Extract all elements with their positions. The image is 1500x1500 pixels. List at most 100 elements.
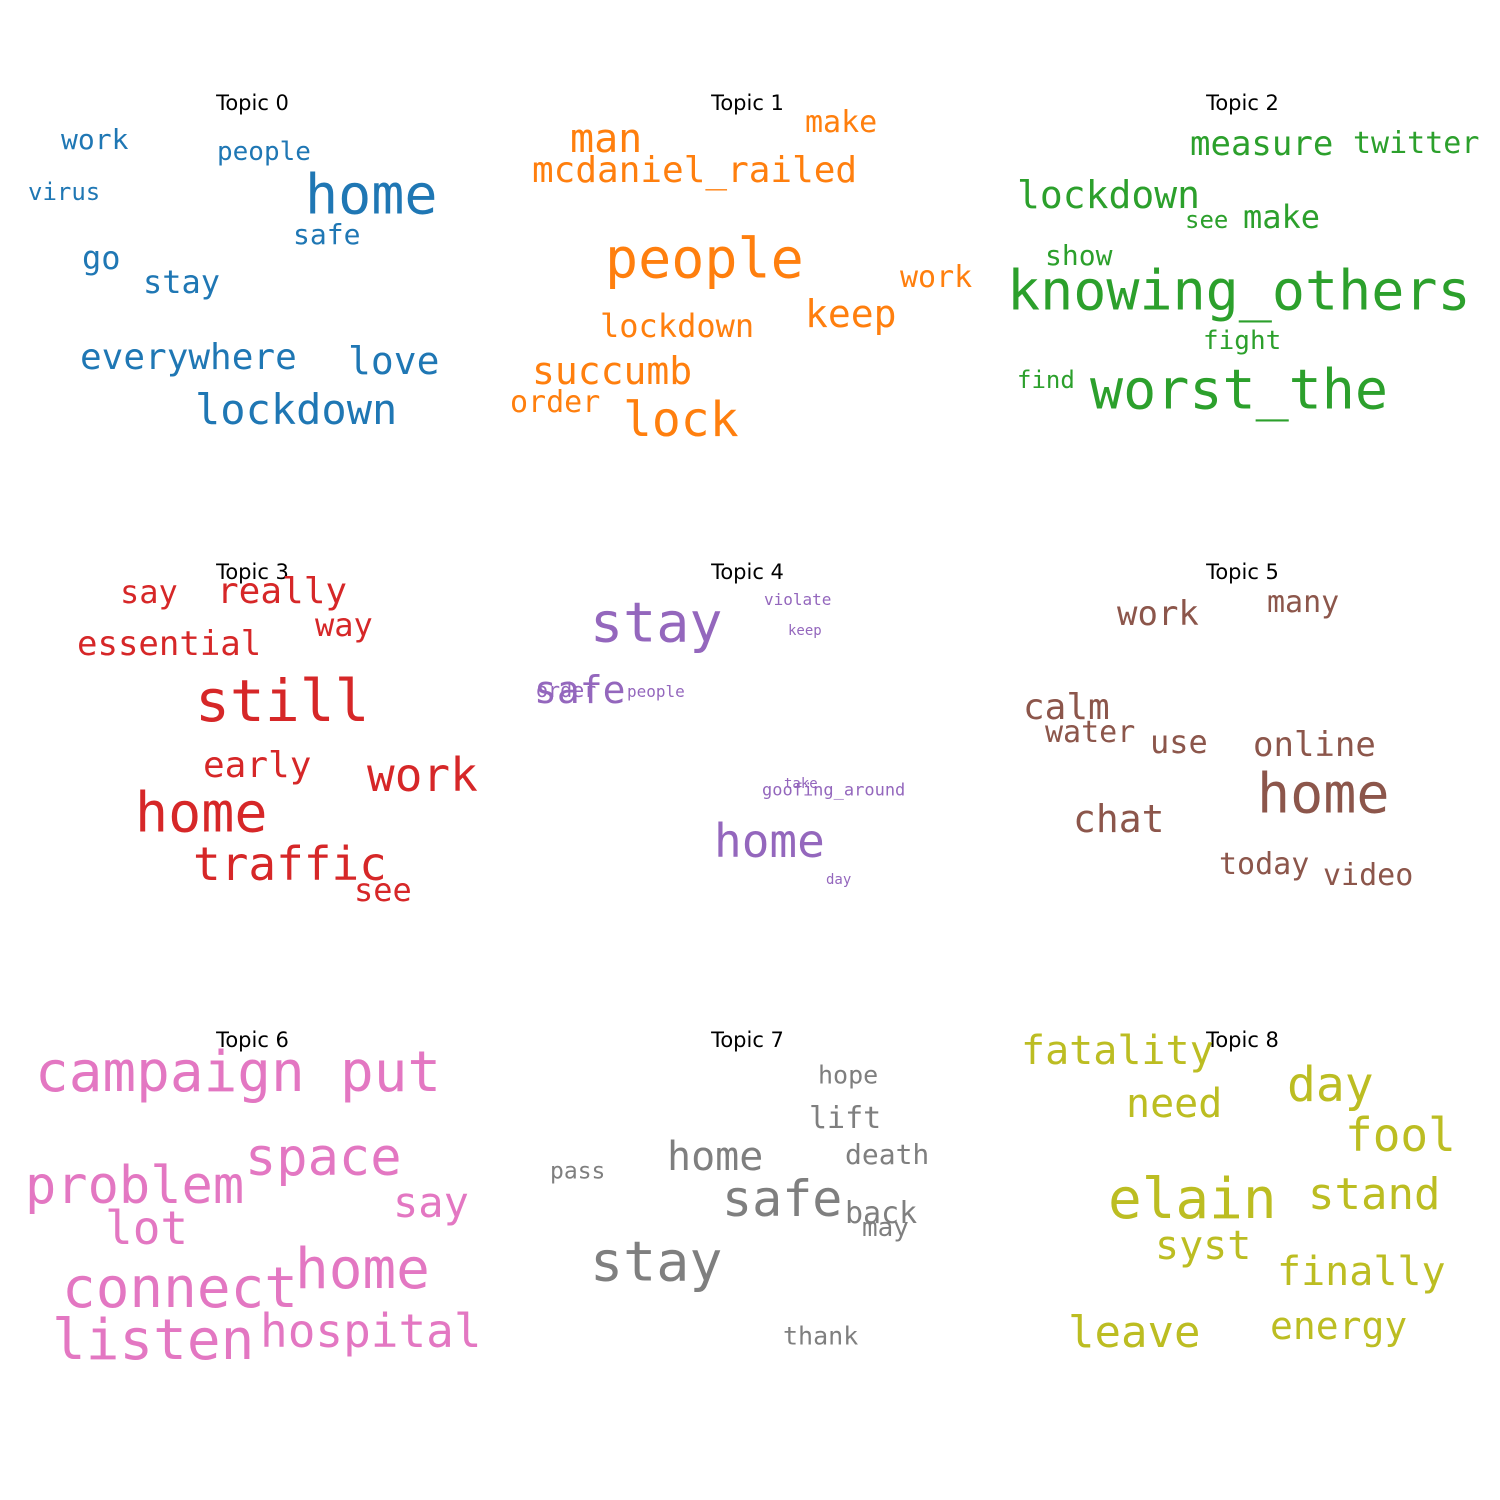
word-see: see <box>354 871 412 909</box>
word-chat: chat <box>1073 797 1165 841</box>
word-listen: listen <box>52 1308 255 1373</box>
word-water: water <box>1045 715 1136 750</box>
word-worst-the: worst_the <box>1090 357 1389 422</box>
word-people: people <box>605 226 804 291</box>
word-use: use <box>1150 723 1208 761</box>
topic-panel-0: Topic 0 home lockdown everywhere love stay go s… <box>5 15 500 485</box>
word-connect: connect <box>62 1256 299 1321</box>
topic-title: Topic 0 <box>216 91 289 115</box>
word-syst: syst <box>1155 1223 1252 1269</box>
topic-panel-7: Topic 7 stay safe home lift death back may hope t… <box>500 952 995 1422</box>
topic-panel-2: Topic 2 knowing_others worst_the lockdown me… <box>995 15 1490 485</box>
topic-panel-5: Topic 5 home chat calm online work use water man… <box>995 484 1490 954</box>
word-work: work <box>367 748 478 802</box>
word-energy: energy <box>1270 1304 1408 1348</box>
word-violate: violate <box>764 590 832 609</box>
word-stay: stay <box>590 1229 723 1294</box>
word-thank: thank <box>783 1321 859 1351</box>
word-order: order <box>510 385 601 420</box>
word-lockdown: lockdown <box>1017 173 1201 217</box>
word-home: home <box>714 814 825 868</box>
word-work: work <box>61 123 129 156</box>
topic-panel-8: Topic 8 elain fatality need day fool stand syst… <box>995 952 1490 1422</box>
word-make: make <box>805 105 878 140</box>
word-say: say <box>120 573 178 611</box>
word-people: people <box>627 682 685 701</box>
word-back: back <box>845 1196 918 1231</box>
topic-panel-4: Topic 4 stay home safe order people violate kee… <box>500 484 995 954</box>
word-way: way <box>315 606 373 644</box>
word-everywhere: everywhere <box>80 337 297 378</box>
word-find: find <box>1017 366 1075 394</box>
word-work: work <box>900 260 973 295</box>
word-online: online <box>1253 725 1376 765</box>
word-take: take <box>784 776 818 792</box>
word-keep: keep <box>805 292 897 336</box>
word-video: video <box>1323 858 1414 893</box>
word-finally: finally <box>1277 1249 1446 1295</box>
word-succumb: succumb <box>532 349 693 393</box>
word-really: really <box>217 571 348 612</box>
word-elain: elain <box>1108 1167 1277 1232</box>
word-day: day <box>826 872 852 888</box>
word-essential: essential <box>77 624 262 664</box>
topic-title: Topic 3 <box>216 560 289 584</box>
word-safe: safe <box>293 218 361 251</box>
word-hope: hope <box>818 1060 879 1090</box>
topic-title: Topic 5 <box>1206 560 1279 584</box>
word-fool: fool <box>1345 1108 1456 1162</box>
word-virus: virus <box>28 178 101 206</box>
word-many: many <box>1267 585 1340 620</box>
word-goofing-around: goofing_around <box>762 780 906 801</box>
topic-title: Topic 2 <box>1206 91 1279 115</box>
word-twitter: twitter <box>1353 126 1480 161</box>
word-day: day <box>1287 1057 1374 1113</box>
word-order: order <box>536 678 597 702</box>
word-keep: keep <box>788 623 822 639</box>
word-problem: problem <box>25 1156 245 1216</box>
word-need: need <box>1126 1081 1223 1127</box>
word-mcdaniel-railed: mcdaniel_railed <box>532 150 858 191</box>
word-lot: lot <box>105 1201 189 1255</box>
topic-title: Topic 8 <box>1206 1028 1279 1052</box>
word-stand: stand <box>1308 1169 1441 1220</box>
word-safe: safe <box>534 668 626 712</box>
word-campaign: campaign <box>35 1040 305 1105</box>
word-people: people <box>217 137 311 167</box>
word-home: home <box>305 162 438 227</box>
word-calm: calm <box>1023 687 1110 728</box>
word-measure: measure <box>1190 124 1334 164</box>
word-pass: pass <box>550 1158 606 1185</box>
word-make: make <box>1243 198 1321 236</box>
word-show: show <box>1045 239 1113 272</box>
word-lift: lift <box>809 1101 882 1136</box>
word-home: home <box>667 1134 764 1180</box>
word-go: go <box>82 239 121 277</box>
word-see: see <box>1185 206 1229 234</box>
word-lock: lock <box>623 392 739 448</box>
word-hospital: hospital <box>260 1304 482 1358</box>
word-man: man <box>570 116 643 162</box>
word-home: home <box>1257 761 1390 826</box>
word-home: home <box>135 780 268 845</box>
word-still: still <box>195 667 370 735</box>
word-fatality: fatality <box>1021 1028 1214 1074</box>
word-work: work <box>1117 594 1199 634</box>
word-stay: stay <box>143 263 221 301</box>
topic-title: Topic 1 <box>711 91 784 115</box>
word-fight: fight <box>1203 326 1282 356</box>
topic-title: Topic 7 <box>711 1028 784 1052</box>
word-say: say <box>393 1178 469 1227</box>
word-love: love <box>348 339 440 383</box>
word-home: home <box>295 1237 430 1302</box>
word-safe: safe <box>722 1170 843 1228</box>
topic-title: Topic 4 <box>711 560 784 584</box>
word-lockdown: lockdown <box>195 385 398 434</box>
topic-title: Topic 6 <box>216 1028 289 1052</box>
word-lockdown: lockdown <box>600 307 755 345</box>
topic-panel-3: Topic 3 still home work traffic really essenti… <box>5 484 500 954</box>
word-put: put <box>340 1040 442 1105</box>
topic-panel-6: Topic 6 campaign put problem space connect lis… <box>5 952 500 1422</box>
